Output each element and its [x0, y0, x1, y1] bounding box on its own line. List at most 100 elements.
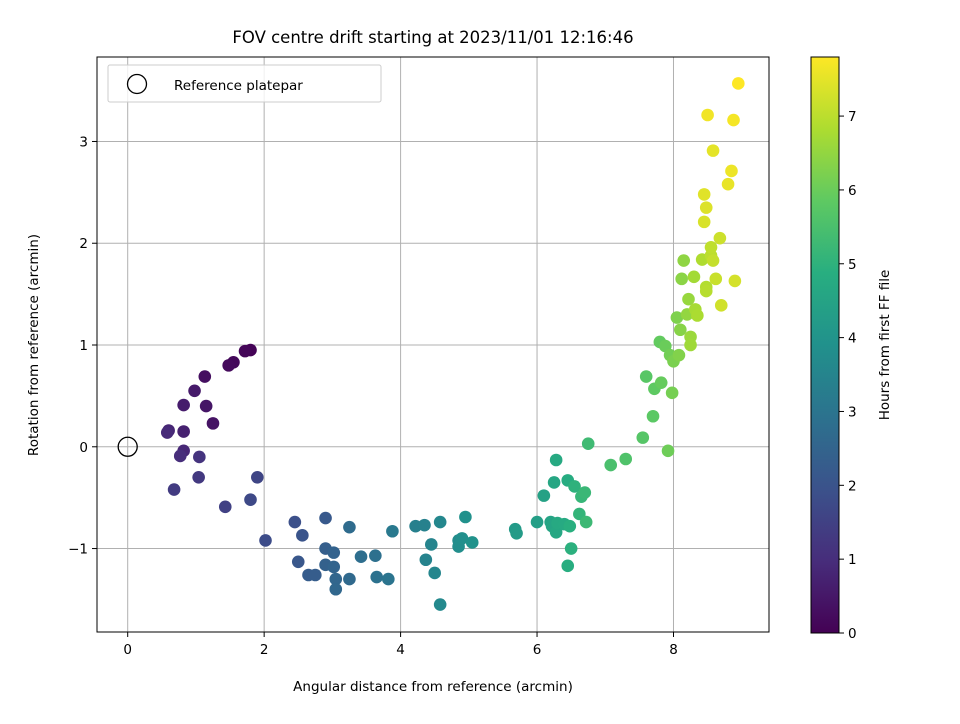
data-point	[319, 511, 332, 525]
y-tick-label: 0	[79, 440, 88, 456]
data-point	[704, 241, 718, 254]
data-point	[370, 570, 384, 584]
reference-marker	[117, 436, 138, 457]
plot-frame	[96, 56, 770, 633]
data-point	[428, 566, 442, 580]
data-point	[675, 272, 688, 286]
data-point	[665, 386, 679, 400]
data-point	[309, 568, 322, 582]
data-point	[193, 450, 206, 464]
colorbar-gradient	[810, 56, 840, 634]
data-point	[691, 309, 704, 322]
data-point	[291, 555, 305, 569]
data-point	[728, 274, 742, 288]
data-point	[697, 215, 711, 229]
data-point	[369, 549, 382, 562]
x-axis-ticks: 0 2 4 6 8	[123, 632, 678, 658]
data-point	[537, 489, 551, 502]
y-tick-label: 2	[79, 236, 88, 252]
x-tick-label: 8	[669, 642, 678, 658]
data-point	[188, 384, 201, 398]
data-point	[670, 311, 684, 324]
y-tick-label: 1	[79, 338, 88, 354]
data-point	[354, 550, 368, 563]
data-point	[288, 515, 302, 529]
colorbar-tick-label: 7	[848, 109, 857, 125]
data-point	[530, 515, 544, 529]
colorbar-ticks: 0 1 2 3 4 5 6 7	[839, 109, 857, 642]
colorbar-label: Hours from first FF file	[877, 270, 893, 421]
data-point	[706, 144, 720, 157]
x-tick-label: 4	[396, 642, 405, 658]
data-point	[725, 164, 738, 178]
data-point	[222, 359, 235, 372]
colorbar-tick-label: 0	[848, 626, 857, 642]
y-tick-label: −1	[68, 542, 88, 558]
chart-title: FOV centre drift starting at 2023/11/01 …	[232, 28, 633, 47]
data-point	[327, 560, 341, 574]
data-point	[561, 559, 575, 573]
data-point	[654, 376, 668, 389]
data-point	[327, 546, 341, 559]
data-point	[244, 493, 257, 506]
data-point	[568, 480, 581, 493]
y-axis-label: Rotation from reference (arcmin)	[26, 234, 42, 456]
data-point	[564, 542, 578, 555]
x-axis-label: Angular distance from reference (arcmin)	[293, 679, 573, 695]
data-point	[697, 188, 711, 201]
data-point	[418, 518, 431, 532]
data-point	[329, 582, 343, 596]
data-point	[343, 572, 356, 586]
data-point	[177, 398, 190, 412]
legend-marker-icon	[126, 73, 148, 95]
data-point	[714, 299, 728, 312]
data-point	[604, 458, 618, 472]
data-point	[382, 572, 395, 586]
data-point	[677, 254, 691, 267]
data-point	[465, 536, 479, 549]
data-point	[199, 399, 213, 413]
reference-point	[117, 436, 138, 457]
data-point	[709, 272, 723, 286]
data-point	[206, 417, 220, 430]
data-point	[547, 476, 561, 489]
data-point	[581, 437, 595, 451]
data-point	[701, 108, 714, 122]
data-point	[687, 270, 701, 284]
data-point	[674, 323, 687, 337]
colorbar-tick-label: 1	[848, 552, 857, 568]
data-point	[731, 77, 745, 90]
x-tick-label: 2	[260, 642, 269, 658]
data-point	[699, 284, 713, 298]
data-point	[579, 515, 593, 529]
data-point	[682, 292, 695, 306]
data-point	[296, 529, 309, 542]
colorbar: 0 1 2 3 4 5 6 7 Hours from first FF file	[810, 56, 893, 642]
data-point	[636, 431, 650, 444]
data-point	[173, 449, 187, 463]
data-point	[646, 409, 660, 423]
colorbar-tick-label: 3	[848, 404, 857, 420]
data-point	[549, 453, 563, 467]
data-point	[661, 444, 675, 458]
legend-entry: Reference platepar	[174, 78, 303, 94]
data-point	[419, 553, 433, 567]
data-point	[160, 426, 174, 439]
colorbar-tick-label: 6	[848, 183, 857, 199]
colorbar-tick-label: 2	[848, 478, 857, 494]
data-point	[386, 524, 399, 538]
colorbar-tick-label: 4	[848, 331, 857, 347]
y-axis-ticks: −1 0 1 2 3	[68, 134, 97, 558]
data-point	[721, 177, 735, 191]
data-point	[192, 471, 205, 484]
data-point	[177, 425, 190, 438]
data-point	[251, 471, 264, 484]
data-point	[433, 598, 447, 611]
data-point	[329, 572, 343, 586]
data-point	[424, 538, 438, 551]
data-point	[699, 201, 713, 214]
data-point	[706, 254, 720, 267]
legend: Reference platepar	[107, 64, 382, 103]
data-points	[160, 77, 745, 611]
